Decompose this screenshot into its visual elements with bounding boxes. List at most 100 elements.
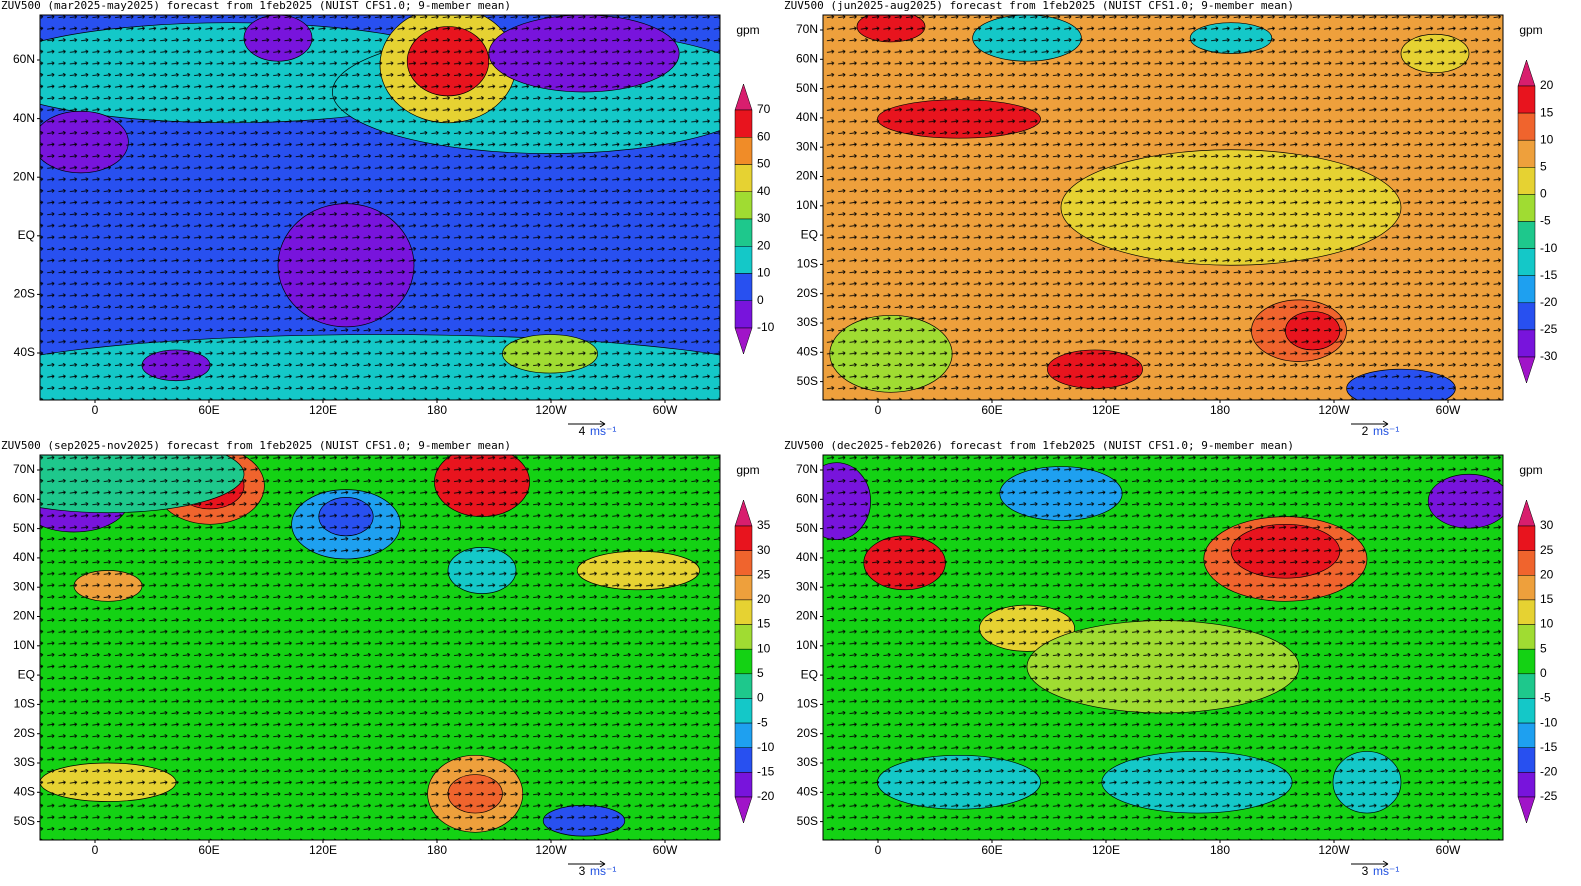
colorbar-label: 10: [1540, 617, 1554, 631]
colorbar-cap: [1517, 356, 1536, 384]
map-frame: [822, 454, 1504, 841]
vector-ref-unit: ms⁻¹: [590, 864, 616, 878]
lat-label: EQ: [801, 667, 818, 681]
map-panel: ZUV500 (sep2025-nov2025) forecast from 1…: [1, 439, 775, 878]
lon-label: 0: [875, 403, 882, 417]
colorbar-label: 5: [1540, 159, 1547, 173]
colorbar-cap: [734, 327, 753, 355]
colorbar-label: 10: [757, 266, 771, 280]
colorbar-label: -5: [1540, 691, 1551, 705]
vector-ref-unit: ms⁻¹: [1373, 424, 1399, 438]
lat-label: 40S: [14, 784, 35, 798]
lat-label: 30S: [797, 755, 818, 769]
lon-label: 60E: [198, 403, 219, 417]
colorbar-cap: [734, 499, 753, 527]
lat-label: 30N: [13, 579, 35, 593]
colorbar-segment: [1517, 221, 1536, 249]
colorbar-cap: [1517, 796, 1536, 824]
colorbar-label: 0: [1540, 187, 1547, 201]
wind-vectors: [823, 455, 1503, 840]
colorbar-segment: [734, 772, 753, 798]
colorbar-label: -20: [1540, 765, 1558, 779]
colorbar-segment: [1517, 329, 1536, 358]
colorbar-segment: [734, 137, 753, 165]
panel-title: ZUV500 (mar2025-may2025) forecast from 1…: [1, 0, 511, 12]
vector-ref-value: 2: [1362, 424, 1369, 438]
lon-label: 0: [92, 403, 99, 417]
lon-label: 60E: [981, 843, 1002, 857]
lon-label: 180: [1210, 403, 1230, 417]
colorbar-label: -10: [1540, 241, 1558, 255]
lon-label: 60E: [198, 843, 219, 857]
lat-label: EQ: [801, 227, 818, 241]
lat-label: 40N: [13, 550, 35, 564]
vector-ref-unit: ms⁻¹: [1373, 864, 1399, 878]
lon-label: 120E: [1092, 843, 1120, 857]
lat-label: 20S: [797, 726, 818, 740]
lat-label: 20S: [14, 726, 35, 740]
unit-label: gpm: [736, 23, 759, 37]
lat-label: 60N: [13, 491, 35, 505]
colorbar-segment: [1517, 747, 1536, 773]
lat-label: 20N: [796, 609, 818, 623]
lat-label: 50S: [14, 814, 35, 828]
lat-label: 70N: [796, 22, 818, 36]
colorbar-label: 70: [757, 102, 771, 116]
lat-label: 70N: [13, 462, 35, 476]
lat-label: 10N: [13, 638, 35, 652]
lat-label: 30S: [14, 755, 35, 769]
lon-label: 60W: [653, 403, 678, 417]
vector-ref-arrow: [568, 420, 606, 428]
lat-label: 10S: [797, 257, 818, 271]
unit-label: gpm: [736, 463, 759, 477]
lat-label: 10S: [14, 697, 35, 711]
lat-label: 30N: [796, 139, 818, 153]
lat-label: 50S: [797, 814, 818, 828]
colorbar-label: 10: [1540, 132, 1554, 146]
colorbar-cap: [734, 796, 753, 824]
colorbar-cap: [1517, 499, 1536, 527]
colorbar-segment: [1517, 599, 1536, 625]
lat-label: 20S: [797, 286, 818, 300]
colorbar-segment: [1517, 575, 1536, 601]
colorbar-segment: [1517, 302, 1536, 331]
vector-ref-unit: ms⁻¹: [590, 424, 616, 438]
colorbar-label: 35: [757, 518, 771, 532]
colorbar-label: -5: [1540, 214, 1551, 228]
colorbar-segment: [1517, 167, 1536, 195]
lat-label: 20S: [14, 287, 35, 301]
colorbar-label: 5: [757, 666, 764, 680]
colorbar-label: 20: [757, 238, 771, 252]
colorbar-cap: [1517, 59, 1536, 87]
lat-label: 50N: [796, 521, 818, 535]
vector-ref-arrow: [568, 860, 606, 868]
lat-label: 70N: [796, 462, 818, 476]
colorbar-segment: [734, 218, 753, 247]
colorbar-segment: [734, 624, 753, 650]
colorbar-label: 0: [1540, 666, 1547, 680]
field: [823, 15, 1503, 400]
colorbar-segment: [734, 747, 753, 773]
colorbar-segment: [1517, 648, 1536, 675]
colorbar-segment: [1517, 772, 1536, 798]
panel-title: ZUV500 (jun2025-aug2025) forecast from 1…: [784, 0, 1294, 12]
colorbar-label: 30: [757, 211, 771, 225]
colorbar-label: 20: [1540, 78, 1554, 92]
colorbar-segment: [734, 525, 753, 551]
lat-label: 10N: [796, 638, 818, 652]
colorbar-label: -5: [757, 715, 768, 729]
lon-label: 120E: [309, 843, 337, 857]
colorbar-segment: [1517, 275, 1536, 304]
colorbar-label: -10: [1540, 715, 1558, 729]
vector-ref-value: 3: [1362, 864, 1369, 878]
lat-label: 20N: [796, 169, 818, 183]
colorbar-segment: [734, 246, 753, 274]
lon-label: 60W: [653, 843, 678, 857]
map-frame: [39, 454, 721, 841]
lat-label: 50S: [797, 374, 818, 388]
lon-label: 120E: [1092, 403, 1120, 417]
lat-label: 50N: [796, 81, 818, 95]
colorbar-segment: [1517, 248, 1536, 276]
lat-label: 40S: [797, 344, 818, 358]
wind-vectors: [40, 455, 720, 840]
